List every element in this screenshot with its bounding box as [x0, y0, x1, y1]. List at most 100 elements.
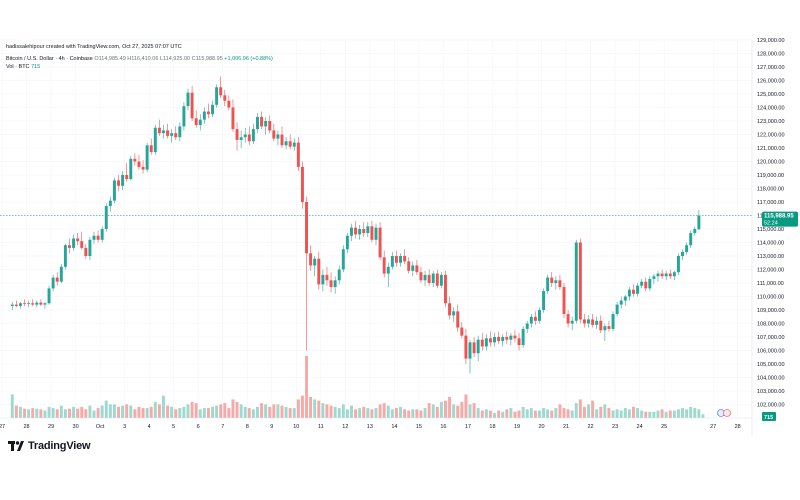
candle-down — [96, 230, 100, 243]
candle-body — [354, 227, 358, 235]
volume-bar — [202, 408, 206, 418]
candle-body — [288, 141, 292, 147]
candle-up — [615, 301, 619, 317]
volume-bar — [247, 408, 251, 418]
candle-down — [39, 299, 43, 306]
candle-down — [456, 304, 460, 332]
volume-legend[interactable]: Vol · BTC 715 — [6, 64, 40, 70]
candle-body — [546, 277, 550, 292]
volume-bar — [166, 405, 170, 418]
candle-up — [72, 234, 76, 251]
volume-bar — [51, 408, 55, 418]
candle-body — [566, 314, 570, 324]
last-price-badge[interactable]: 115,988.95 52:24 — [762, 211, 798, 227]
time-tick-label: 8 — [246, 424, 249, 430]
earnings-event-icon[interactable] — [723, 409, 731, 417]
candle-body — [484, 338, 488, 347]
candle-up — [292, 138, 296, 151]
volume-bar — [480, 410, 484, 418]
candle-body — [80, 241, 84, 248]
candle-up — [18, 301, 22, 309]
candle-down — [591, 314, 595, 328]
volume-bar — [411, 409, 415, 418]
candle-up — [484, 334, 488, 351]
volume-bar — [76, 408, 80, 418]
candle-down — [394, 250, 398, 267]
candle-up — [423, 270, 427, 286]
candle-body — [243, 134, 247, 138]
candle-body — [182, 106, 186, 127]
candle-body — [333, 280, 337, 288]
candle-body — [444, 274, 447, 304]
candle-body — [43, 303, 47, 305]
symbol-legend[interactable]: Bitcoin / U.S. Dollar · 4h · Coinbase O1… — [6, 56, 273, 62]
candle-up — [574, 239, 578, 324]
volume-badge[interactable]: 715 — [762, 412, 776, 421]
candle-body — [533, 316, 537, 321]
candle-up — [603, 323, 607, 342]
candle-down — [206, 103, 210, 119]
candle-up — [476, 335, 480, 362]
candle-down — [550, 272, 554, 288]
candle-up — [529, 314, 533, 328]
volume-bar — [668, 410, 672, 418]
candle-body — [603, 326, 607, 331]
volume-bar — [370, 409, 374, 418]
volume-bar — [251, 409, 255, 418]
candle-up — [386, 262, 390, 288]
price-tick-label: 126,000.00 — [757, 79, 785, 85]
candle-body — [325, 274, 329, 281]
candle-body — [452, 311, 456, 316]
candle-up — [509, 332, 513, 346]
ohlc-open: O114,985.49 — [94, 56, 126, 62]
candle-up — [538, 307, 541, 324]
candle-up — [198, 114, 202, 131]
candle-up — [264, 116, 268, 135]
candle-body — [231, 107, 235, 130]
candle-body — [215, 87, 219, 105]
events-icons[interactable] — [717, 409, 731, 417]
volume-bar — [607, 408, 611, 418]
volume-bar — [390, 409, 394, 418]
candle-up — [239, 130, 243, 148]
candle-up — [358, 224, 362, 240]
volume-bar — [484, 409, 488, 418]
candle-up — [411, 261, 415, 277]
volume-bar — [145, 408, 149, 418]
volume-bar — [170, 406, 174, 418]
tradingview-brand[interactable]: TradingView — [8, 440, 91, 452]
volume-bar — [386, 405, 390, 418]
volume-bar — [284, 406, 288, 418]
volume-bar — [403, 409, 407, 418]
time-tick-label: 17 — [465, 424, 471, 430]
time-tick-label: 16 — [440, 424, 446, 430]
volume-bar — [292, 408, 296, 418]
candle-up — [525, 320, 529, 333]
candle-body — [378, 227, 382, 258]
candle-body — [149, 145, 153, 153]
candle-body — [676, 256, 680, 273]
volume-bar — [88, 405, 92, 418]
price-tick-label: 114,000.00 — [757, 241, 784, 247]
candle-body — [305, 202, 308, 254]
volume-bar — [55, 409, 59, 418]
volume-bar — [644, 411, 648, 418]
time-axis[interactable]: 27 28 29 30 Oct 3 4 5 6 7 8 9 10 11 12 13 14 15 16 17 18 19 20… — [0, 424, 741, 430]
volume-bar — [358, 408, 362, 418]
candle-up — [366, 222, 370, 238]
volume-bar — [689, 406, 693, 418]
volume-bar — [587, 404, 590, 418]
time-tick-label: 22 — [588, 424, 594, 430]
volume-bar — [47, 406, 51, 418]
candle-body — [623, 296, 627, 301]
candle-body — [350, 227, 353, 236]
candle-body — [493, 337, 496, 343]
candle-body — [121, 175, 125, 186]
volume-bar — [354, 409, 358, 418]
volume-badge-label: 715 — [764, 415, 773, 421]
volume-bar — [223, 403, 227, 418]
candle-down — [497, 331, 501, 344]
candle-up — [611, 311, 615, 332]
candle-up — [35, 300, 39, 308]
